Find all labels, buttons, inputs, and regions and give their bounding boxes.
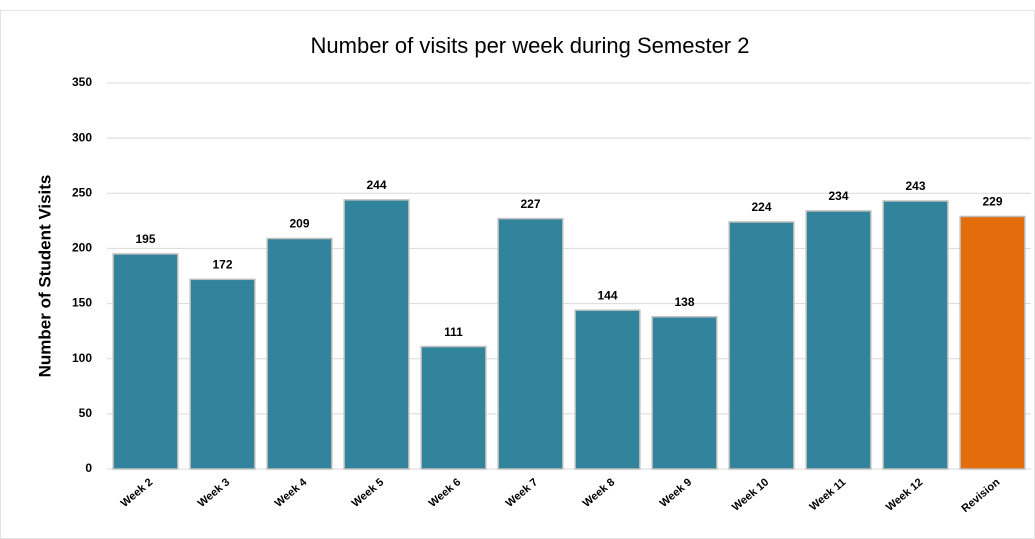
value-label: 244 [366, 178, 386, 192]
y-tick-label: 350 [72, 75, 92, 89]
value-label: 224 [751, 200, 771, 214]
bar [189, 278, 256, 470]
value-label: 209 [289, 217, 309, 231]
bar [882, 200, 949, 470]
value-label: 234 [828, 189, 848, 203]
bar [728, 221, 795, 470]
y-tick-label: 250 [72, 185, 92, 199]
y-tick-label: 50 [79, 406, 93, 420]
value-label: 227 [520, 197, 540, 211]
bar [805, 210, 872, 470]
bar [266, 237, 333, 470]
value-label: 138 [674, 295, 694, 309]
bar [420, 345, 487, 470]
bar [343, 199, 410, 470]
bar [574, 309, 641, 470]
bar [959, 215, 1026, 470]
value-label: 229 [982, 195, 1002, 209]
value-label: 172 [212, 257, 232, 271]
bar [112, 253, 179, 470]
value-label: 243 [905, 179, 925, 193]
value-label: 144 [597, 288, 617, 302]
bar [497, 217, 564, 470]
y-tick-label: 150 [72, 296, 92, 310]
y-axis-label: Number of Student Visits [35, 175, 54, 378]
value-label: 195 [135, 232, 155, 246]
bar [651, 316, 718, 470]
y-tick-label: 200 [72, 241, 92, 255]
value-label: 111 [444, 325, 463, 339]
y-tick-label: 0 [85, 461, 92, 475]
y-tick-label: 300 [72, 130, 92, 144]
chart-title: Number of visits per week during Semeste… [311, 33, 750, 58]
y-tick-label: 100 [72, 351, 92, 365]
